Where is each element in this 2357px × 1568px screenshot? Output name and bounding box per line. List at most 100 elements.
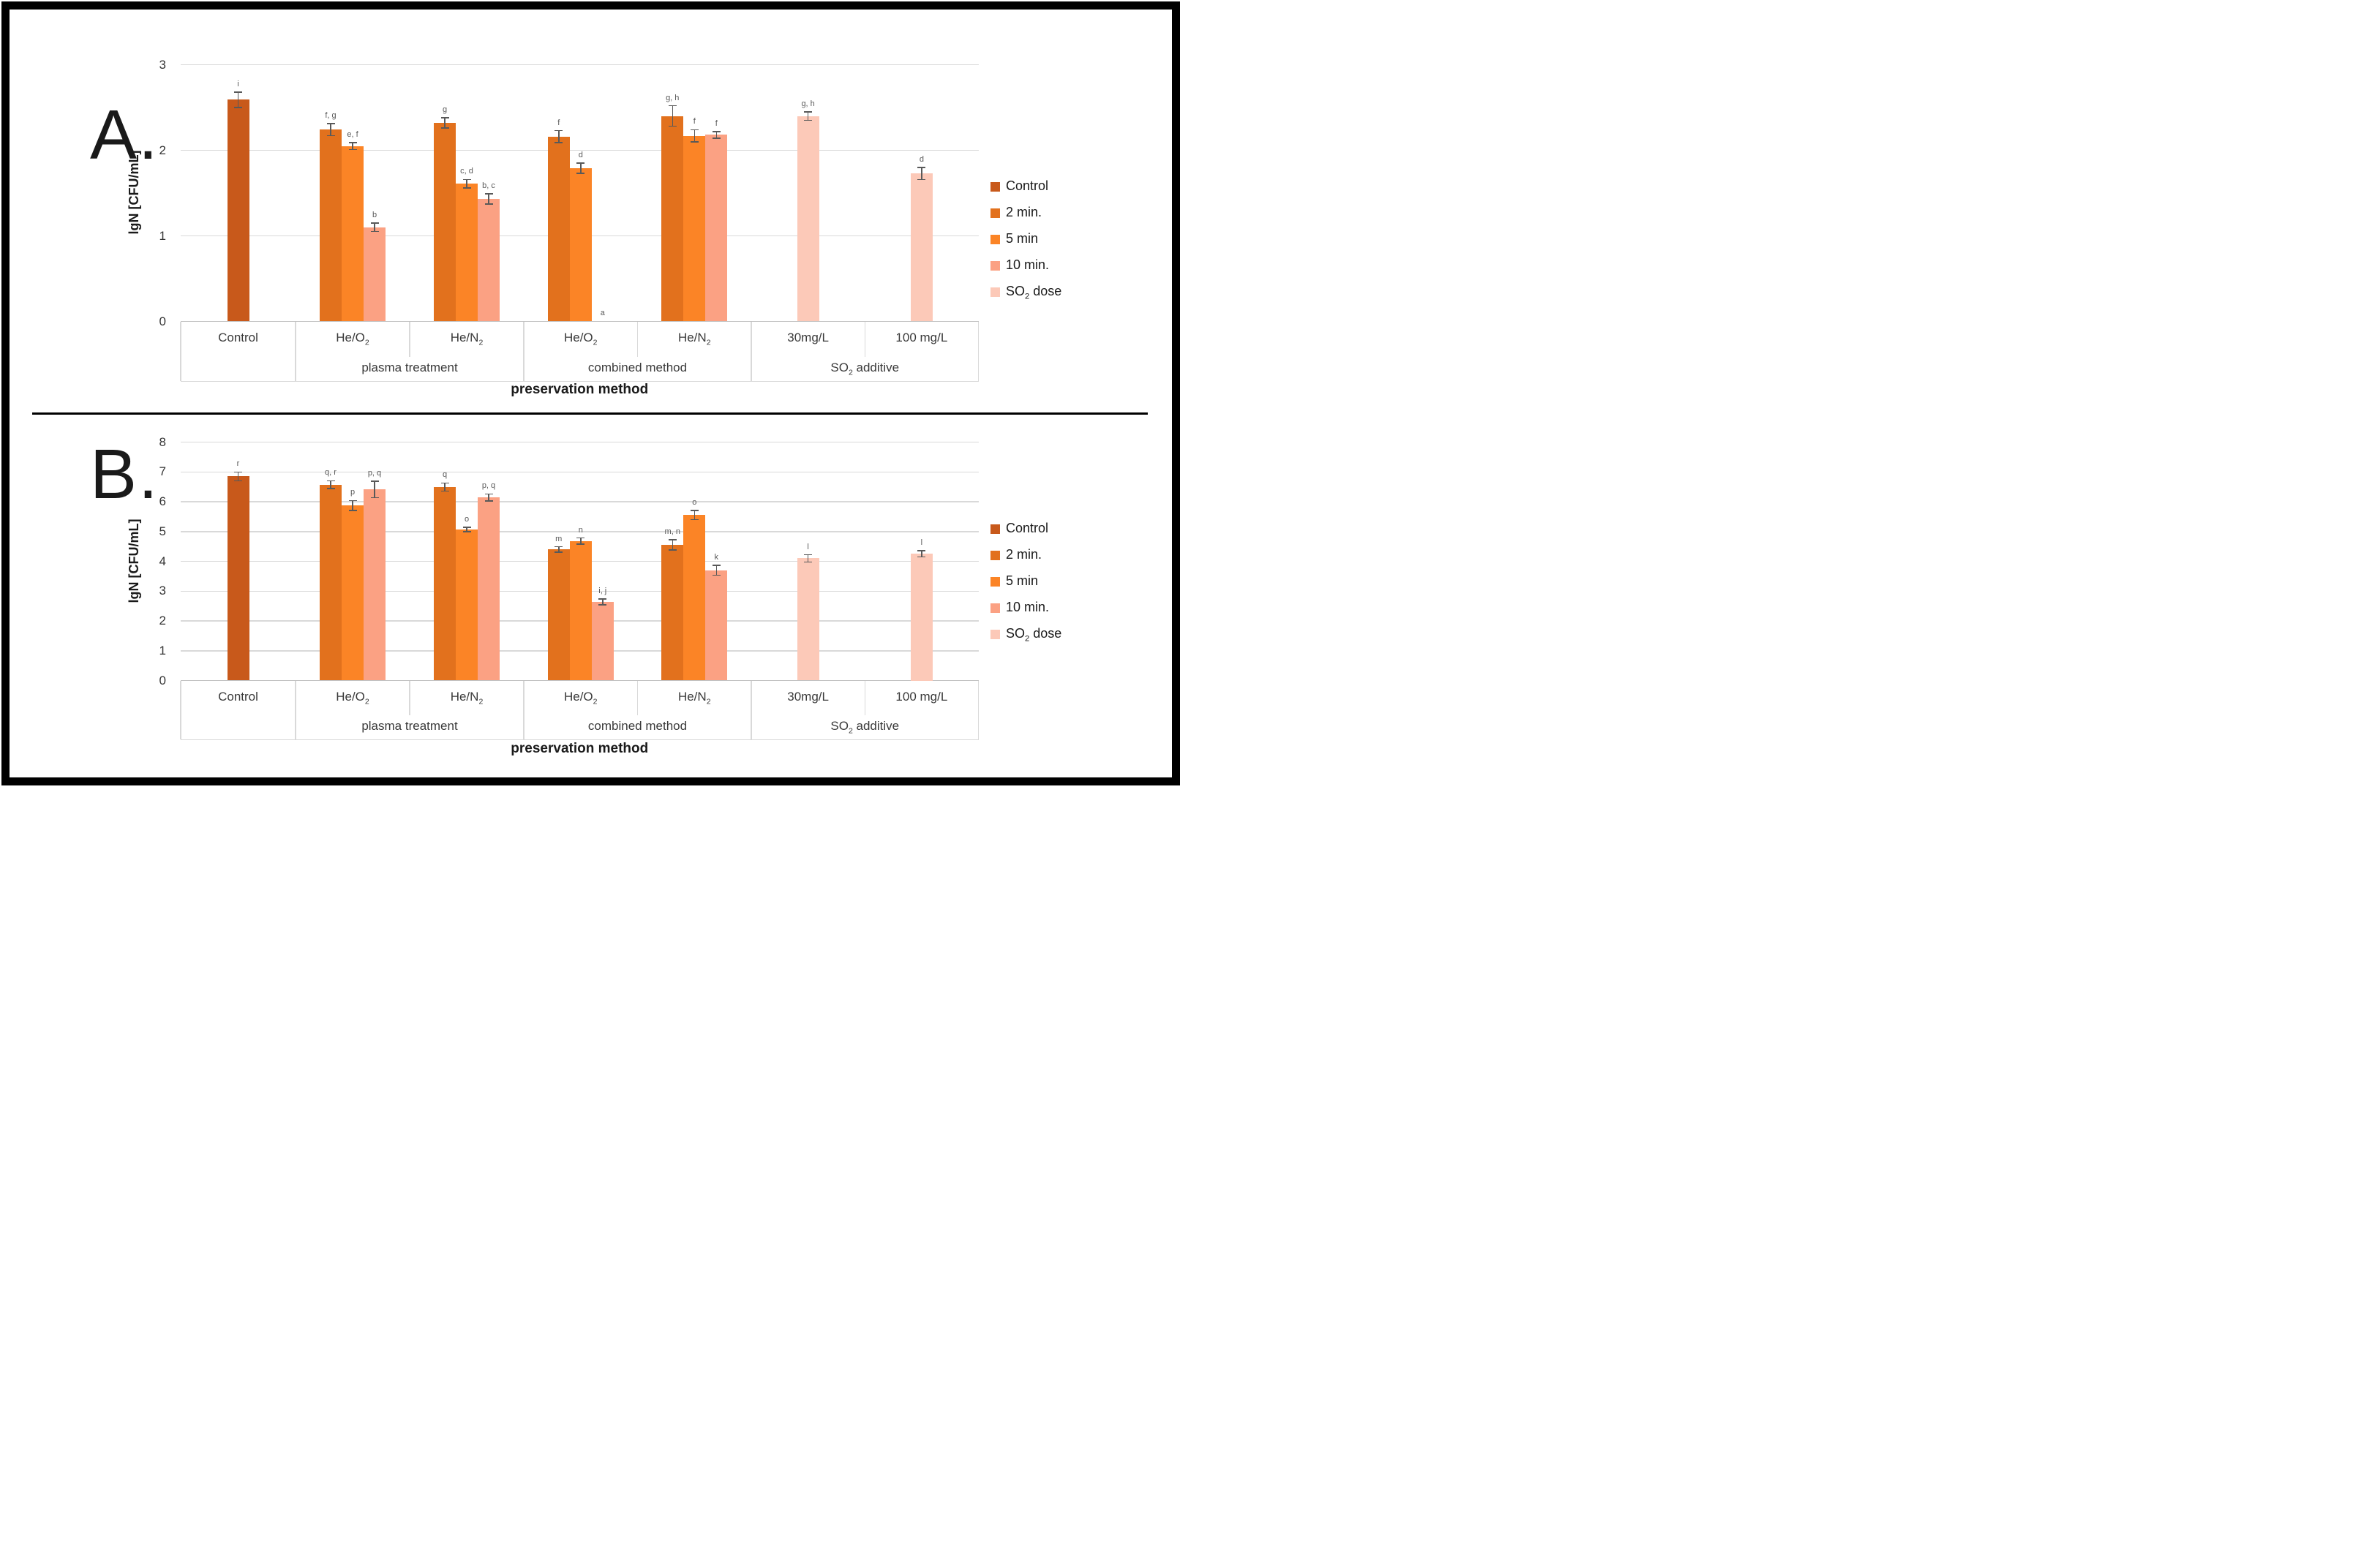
error-bar: [807, 554, 809, 562]
legend-label: SO2 dose: [1006, 626, 1062, 644]
error-bar: [672, 105, 673, 127]
category-label: 30mg/L: [787, 331, 829, 344]
error-bar: [693, 510, 695, 520]
legend-swatch: [990, 630, 1000, 639]
gridline: [181, 149, 979, 151]
error-bar-cap: [555, 551, 563, 553]
error-bar: [488, 494, 489, 502]
significance-letter: c, d: [460, 167, 473, 176]
significance-letter: o: [464, 515, 470, 524]
significance-letter: f: [715, 118, 718, 128]
y-tick-label: 3: [159, 57, 166, 72]
significance-letter: i: [237, 79, 239, 88]
x-axis-title: preservation method: [511, 382, 649, 397]
significance-letter: e, f: [347, 129, 358, 139]
error-bar-cap: [326, 123, 335, 124]
category-table-border: [180, 680, 181, 739]
category-label: He/N2: [677, 690, 711, 706]
error-bar: [602, 598, 604, 605]
error-bar-cap: [326, 135, 335, 137]
significance-letter: q: [442, 470, 448, 480]
category-table-border: [636, 321, 639, 357]
error-bar-cap: [348, 148, 357, 151]
category-table-border: [295, 321, 296, 381]
error-bar-cap: [484, 500, 493, 502]
error-bar: [488, 194, 489, 205]
category-label: Control: [218, 690, 258, 704]
bar: [591, 601, 614, 681]
y-tick-label: 6: [159, 494, 166, 508]
axis-group-label: SO2 additive: [830, 361, 900, 377]
error-bar-cap: [440, 127, 449, 129]
error-bar-cap: [555, 546, 563, 548]
error-bar-cap: [690, 519, 699, 521]
category-table-border: [864, 680, 865, 715]
y-tick-label: 3: [159, 584, 166, 598]
category-label: He/N2: [450, 331, 484, 347]
significance-letter: b: [372, 210, 377, 219]
bar: [320, 129, 342, 322]
bar: [547, 549, 570, 681]
error-bar: [466, 179, 467, 188]
bar: [434, 123, 456, 322]
category-table-border: [977, 680, 980, 739]
significance-letter: m: [555, 534, 563, 543]
error-bar-cap: [234, 471, 242, 472]
bar: [227, 476, 249, 681]
axis-group-label: plasma treatment: [361, 719, 458, 733]
significance-letter: n: [578, 525, 583, 535]
significance-letter: p, q: [481, 481, 496, 491]
error-bar-cap: [668, 549, 677, 551]
error-bar-cap: [555, 142, 563, 143]
error-bar-cap: [668, 539, 677, 540]
legend-label: 5 min: [1006, 573, 1039, 588]
error-bar-cap: [234, 107, 242, 108]
error-bar-cap: [348, 510, 357, 511]
category-label: He/O2: [563, 331, 598, 347]
y-tick-label: 0: [159, 314, 166, 328]
error-bar: [330, 124, 331, 136]
category-label: He/O2: [336, 690, 369, 706]
bar: [364, 489, 386, 681]
bar: [661, 545, 684, 681]
y-tick-label: 1: [159, 228, 166, 243]
error-bar-cap: [370, 230, 379, 233]
bar: [910, 173, 933, 322]
axis-group-label: combined method: [587, 719, 688, 733]
bar: [683, 515, 706, 681]
significance-letter: o: [692, 498, 697, 508]
panel-a-label: A.: [90, 96, 159, 174]
legend-swatch: [990, 577, 1000, 587]
bar: [364, 227, 386, 322]
legend-label: 5 min: [1006, 231, 1039, 246]
error-bar-cap: [326, 480, 335, 482]
y-axis-title: lgN [CFU/mL]: [127, 519, 141, 603]
bar: [478, 497, 500, 681]
bar: [478, 199, 500, 322]
significance-letter: p, q: [367, 468, 382, 478]
bar: [910, 554, 933, 681]
significance-letter: p: [350, 488, 356, 497]
category-label: 30mg/L: [787, 690, 829, 704]
error-bar: [237, 472, 239, 481]
category-table-border: [977, 321, 980, 381]
significance-letter: d: [578, 151, 583, 160]
error-bar-cap: [917, 178, 926, 181]
significance-letter: f: [557, 118, 560, 127]
error-bar: [466, 527, 467, 532]
error-bar: [580, 163, 582, 174]
category-table-border: [409, 321, 410, 357]
error-bar-cap: [712, 565, 721, 566]
legend-label: SO2 dose: [1006, 284, 1062, 301]
legend-label: 10 min.: [1006, 600, 1050, 614]
error-bar-cap: [598, 598, 607, 600]
significance-letter: f: [693, 117, 696, 127]
legend-label: 10 min.: [1006, 257, 1050, 272]
error-bar-cap: [348, 142, 357, 143]
category-table-border: [409, 680, 410, 715]
bar: [547, 136, 570, 322]
error-bar: [921, 551, 922, 557]
error-bar-cap: [804, 554, 813, 556]
category-table-border: [181, 739, 979, 740]
error-bar-cap: [917, 550, 926, 551]
